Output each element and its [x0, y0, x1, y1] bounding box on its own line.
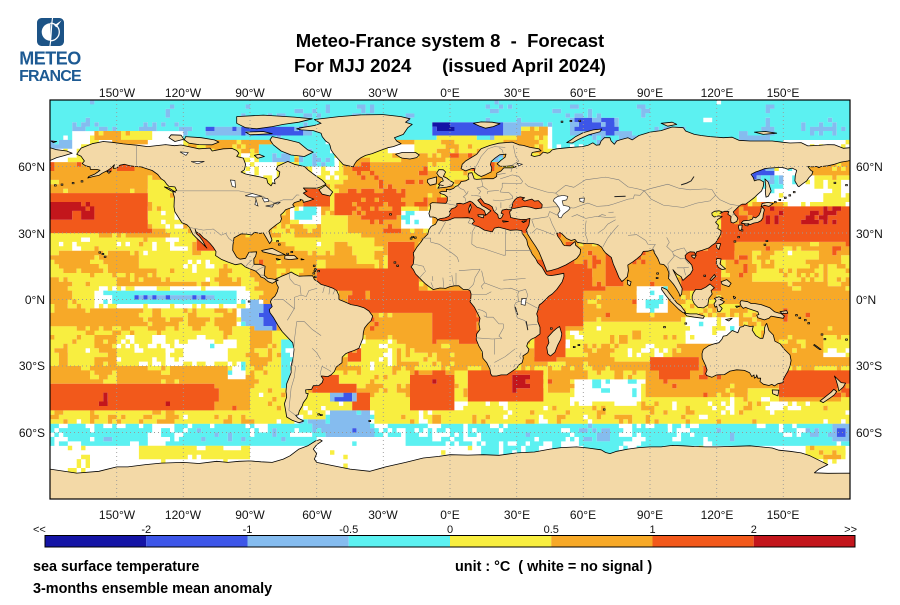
svg-text:120°E: 120°E	[701, 508, 734, 522]
svg-text:FRANCE: FRANCE	[19, 68, 82, 85]
svg-text:90°E: 90°E	[637, 508, 663, 522]
svg-text:-2: -2	[141, 524, 151, 536]
svg-text:60°W: 60°W	[302, 508, 332, 522]
svg-text:90°E: 90°E	[637, 86, 663, 100]
svg-text:<<: <<	[33, 524, 46, 536]
svg-text:150°W: 150°W	[99, 86, 136, 100]
svg-text:0°N: 0°N	[856, 293, 876, 307]
svg-text:30°E: 30°E	[504, 508, 530, 522]
svg-text:For MJJ 2024 (issued Apri: For MJJ 2024 (issued April 2024)	[294, 55, 606, 76]
svg-text:60°S: 60°S	[19, 426, 45, 440]
svg-text:-1: -1	[243, 524, 253, 536]
svg-text:0°E: 0°E	[440, 508, 459, 522]
svg-text:150°E: 150°E	[767, 86, 800, 100]
svg-text:60°E: 60°E	[570, 86, 596, 100]
svg-text:120°E: 120°E	[701, 86, 734, 100]
svg-text:30°N: 30°N	[856, 227, 883, 241]
svg-text:90°W: 90°W	[235, 508, 265, 522]
svg-text:60°N: 60°N	[18, 160, 45, 174]
svg-text:60°E: 60°E	[570, 508, 596, 522]
svg-text:60°N: 60°N	[856, 160, 883, 174]
svg-text:-0.5: -0.5	[339, 524, 358, 536]
svg-text:120°W: 120°W	[165, 508, 202, 522]
svg-text:2: 2	[751, 524, 757, 536]
svg-text:60°S: 60°S	[856, 426, 882, 440]
svg-text:1: 1	[649, 524, 655, 536]
svg-text:0.5: 0.5	[544, 524, 559, 536]
svg-text:60°W: 60°W	[302, 86, 332, 100]
svg-text:30°E: 30°E	[504, 86, 530, 100]
svg-text:0°E: 0°E	[440, 86, 459, 100]
svg-text:150°E: 150°E	[767, 508, 800, 522]
svg-text:150°W: 150°W	[99, 508, 136, 522]
svg-text:METEO: METEO	[19, 49, 81, 69]
svg-text:unit : °C ( white = no signal: unit : °C ( white = no signal )	[455, 559, 652, 575]
svg-text:0°N: 0°N	[25, 293, 45, 307]
svg-text:30°W: 30°W	[368, 508, 398, 522]
svg-text:30°S: 30°S	[856, 359, 882, 373]
svg-text:0: 0	[447, 524, 453, 536]
svg-text:30°W: 30°W	[368, 86, 398, 100]
svg-text:120°W: 120°W	[165, 86, 202, 100]
svg-text:30°N: 30°N	[18, 227, 45, 241]
svg-text:3-months ensemble mean anomaly: 3-months ensemble mean anomaly	[33, 581, 272, 597]
svg-text:sea surface temperature: sea surface temperature	[33, 559, 199, 575]
svg-text:Meteo-France system 8 - Fore: Meteo-France system 8 - Forecast	[296, 30, 604, 51]
svg-text:90°W: 90°W	[235, 86, 265, 100]
svg-text:30°S: 30°S	[19, 359, 45, 373]
svg-text:>>: >>	[844, 524, 857, 536]
